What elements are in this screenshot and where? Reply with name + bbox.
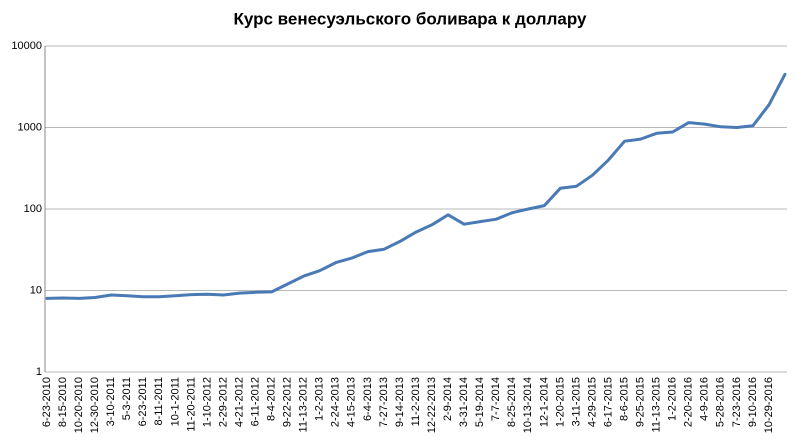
y-tick-label: 1000: [18, 121, 42, 133]
x-tick-label: 7-27-2013: [378, 377, 390, 427]
x-tick-label: 9-22-2012: [282, 377, 294, 427]
x-tick-label: 8-11-2011: [153, 377, 165, 426]
x-tick-label: 1-2-2013: [314, 377, 326, 421]
x-tick-label: 8-15-2010: [57, 377, 69, 427]
x-tick-label: 10-29-2016: [763, 377, 775, 433]
x-tick-label: 4-15-2013: [346, 377, 358, 427]
y-tick-label: 10: [30, 284, 42, 296]
x-tick-label: 12-22-2013: [426, 377, 438, 433]
x-tick-label: 2-9-2014: [442, 377, 454, 421]
x-tick-label: 8-25-2014: [506, 377, 518, 427]
y-tick-label: 100: [24, 203, 42, 215]
x-tick-label: 2-29-2012: [217, 377, 229, 427]
x-tick-label: 4-29-2015: [586, 377, 598, 427]
x-tick-label: 5-28-2016: [715, 377, 727, 427]
chart-title: Курс венесуэльского боливара к доллару: [234, 9, 587, 28]
x-tick-label: 2-20-2016: [683, 377, 695, 427]
x-tick-label: 1-20-2015: [554, 377, 566, 427]
x-tick-label: 8-6-2015: [618, 377, 630, 421]
y-tick-label: 1: [36, 366, 42, 378]
x-tick-label: 6-4-2013: [362, 377, 374, 421]
x-tick-label: 3-10-2011: [105, 377, 117, 426]
x-tick-label: 3-31-2014: [458, 377, 470, 427]
x-tick-label: 4-9-2016: [699, 377, 711, 421]
x-tick-label: 11-2-2013: [410, 377, 422, 426]
x-tick-label: 5-3-2011: [121, 377, 133, 420]
x-tick-label: 11-13-2012: [298, 377, 310, 432]
x-tick-label: 12-30-2010: [89, 377, 101, 433]
x-tick-label: 9-10-2016: [747, 377, 759, 427]
x-tick-label: 9-25-2015: [635, 377, 647, 427]
x-tick-label: 1-10-2012: [201, 377, 213, 427]
x-tick-label: 11-20-2011: [185, 377, 197, 432]
x-tick-label: 7-23-2016: [731, 377, 743, 427]
x-tick-label: 10-1-2011: [169, 377, 181, 426]
x-tick-label: 7-7-2014: [490, 377, 502, 421]
x-tick-label: 10-13-2014: [522, 377, 534, 433]
x-tick-label: 6-23-2010: [41, 377, 53, 427]
y-tick-label: 10000: [11, 40, 42, 52]
x-tick-label: 4-21-2012: [233, 377, 245, 427]
x-tick-label: 6-11-2012: [249, 377, 261, 426]
x-tick-label: 2-24-2013: [330, 377, 342, 427]
x-tick-label: 6-23-2011: [137, 377, 149, 426]
x-tick-label: 8-4-2012: [266, 377, 278, 421]
x-tick-label: 6-17-2015: [602, 377, 614, 427]
line-series: [45, 72, 787, 300]
x-tick-label: 3-11-2015: [570, 377, 582, 426]
x-tick-label: 5-19-2014: [474, 377, 486, 427]
x-tick-label: 10-20-2010: [73, 377, 85, 433]
x-tick-label: 1-2-2016: [667, 377, 679, 421]
x-tick-label: 11-13-2015: [651, 377, 663, 432]
x-tick-label: 9-14-2013: [394, 377, 406, 427]
x-tick-label: 12-1-2014: [538, 377, 550, 427]
